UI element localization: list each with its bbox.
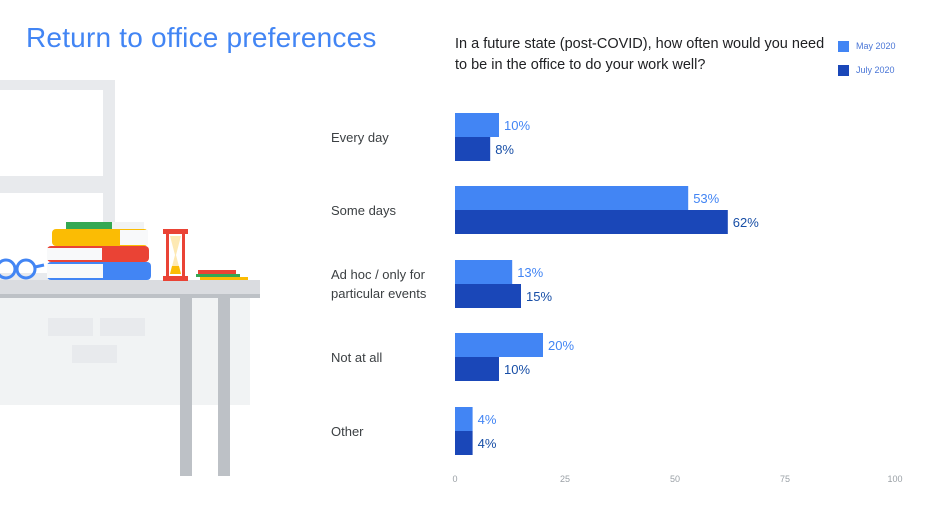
desk-illustration [0, 80, 260, 476]
category-label-line: Ad hoc / only for [331, 267, 425, 282]
page-title: Return to office preferences [26, 22, 377, 53]
window-frame [0, 80, 250, 405]
data-label-every-day-may-2020: 10% [504, 118, 530, 133]
category-label-line: Not at all [331, 349, 383, 365]
legend-label-may: May 2020 [856, 41, 896, 51]
data-label-some-days-may-2020: 53% [693, 191, 719, 206]
data-label-ad-hoc-only-for-particular-events-july-2020: 15% [526, 289, 552, 304]
bar-ad-hoc-only-for-particular-events-may-2020 [455, 260, 513, 284]
hourglass-icon [163, 229, 188, 281]
category-label-every-day: Every day [331, 128, 451, 147]
x-tick-label: 25 [560, 474, 570, 484]
bar-other-may-2020 [455, 407, 473, 431]
data-label-not-at-all-may-2020: 20% [548, 338, 574, 353]
data-label-other-may-2020: 4% [478, 412, 497, 427]
category-label-line: Every day [331, 129, 389, 145]
x-tick-label: 50 [670, 474, 680, 484]
glasses-icon [0, 258, 45, 280]
data-label-other-july-2020: 4% [478, 436, 497, 451]
category-label-ad-hoc-only-for-particular-events: Ad hoc / only for particular events [331, 265, 451, 303]
data-label-ad-hoc-only-for-particular-events-may-2020: 13% [517, 265, 543, 280]
data-label-not-at-all-july-2020: 10% [504, 362, 530, 377]
category-label-other: Other [331, 422, 451, 441]
x-tick-label: 75 [780, 474, 790, 484]
chart-legend: May 2020 July 2020 [838, 36, 896, 84]
legend-swatch-july [838, 64, 849, 76]
desk [0, 280, 260, 476]
category-label-line: Some days [331, 202, 397, 218]
x-tick-label: 0 [452, 474, 457, 484]
category-label-some-days: Some days [331, 201, 451, 220]
bar-every-day-july-2020 [455, 137, 491, 161]
legend-label-july: July 2020 [856, 65, 895, 75]
category-label-line: particular events [331, 286, 427, 301]
data-label-every-day-july-2020: 8% [495, 142, 514, 157]
book-stack-icon [47, 222, 151, 280]
legend-swatch-may [838, 40, 849, 52]
data-label-some-days-july-2020: 62% [733, 215, 759, 230]
bar-some-days-may-2020 [455, 186, 689, 210]
chart-question: In a future state (post-COVID), how ofte… [455, 36, 825, 73]
bar-other-july-2020 [455, 431, 473, 455]
x-tick-label: 100 [887, 474, 902, 484]
category-label-not-at-all: Not at all [331, 348, 451, 367]
bar-not-at-all-july-2020 [455, 357, 499, 381]
bar-some-days-july-2020 [455, 210, 728, 234]
legend-item-may: May 2020 [838, 36, 896, 56]
category-label-line: Other [331, 423, 364, 439]
bar-not-at-all-may-2020 [455, 333, 543, 357]
bar-every-day-may-2020 [455, 113, 499, 137]
pencils-icon [196, 270, 248, 280]
bar-ad-hoc-only-for-particular-events-july-2020 [455, 284, 521, 308]
legend-item-july: July 2020 [838, 60, 896, 80]
